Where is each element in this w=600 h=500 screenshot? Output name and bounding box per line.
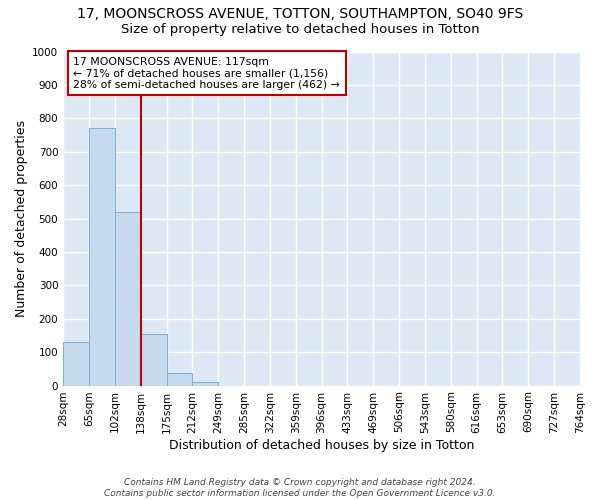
Bar xyxy=(63,342,89,386)
Text: Contains HM Land Registry data © Crown copyright and database right 2024.
Contai: Contains HM Land Registry data © Crown c… xyxy=(104,478,496,498)
Bar xyxy=(89,128,115,386)
X-axis label: Distribution of detached houses by size in Totton: Distribution of detached houses by size … xyxy=(169,440,474,452)
Text: Size of property relative to detached houses in Totton: Size of property relative to detached ho… xyxy=(121,22,479,36)
Text: 17, MOONSCROSS AVENUE, TOTTON, SOUTHAMPTON, SO40 9FS: 17, MOONSCROSS AVENUE, TOTTON, SOUTHAMPT… xyxy=(77,8,523,22)
Text: 17 MOONSCROSS AVENUE: 117sqm
← 71% of detached houses are smaller (1,156)
28% of: 17 MOONSCROSS AVENUE: 117sqm ← 71% of de… xyxy=(73,56,340,90)
Y-axis label: Number of detached properties: Number of detached properties xyxy=(15,120,28,317)
Bar xyxy=(140,334,167,386)
Bar xyxy=(193,382,218,386)
Bar xyxy=(167,373,193,386)
Bar xyxy=(115,212,140,386)
